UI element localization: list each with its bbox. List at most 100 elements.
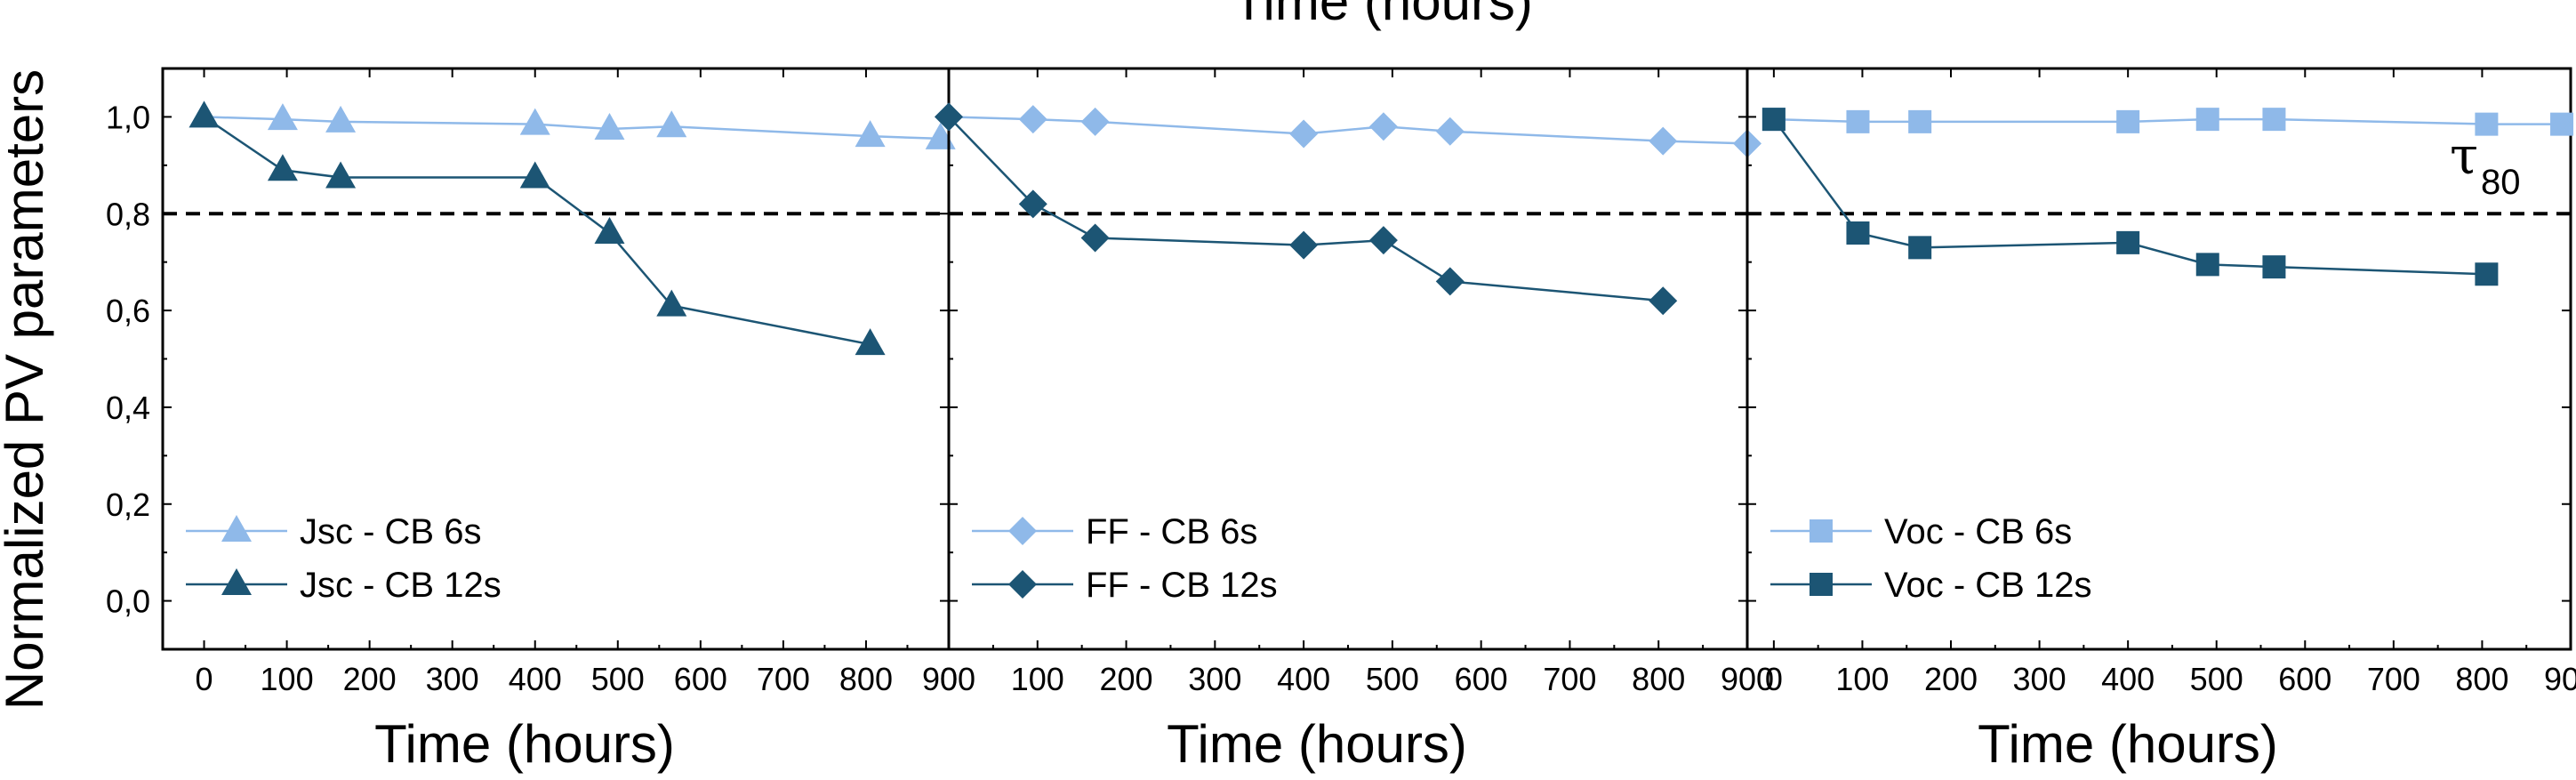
x-tick-label: 0: [196, 661, 213, 697]
panel-3: 0 100 200 300 400 500 600 700 800 900 Time (hours)…: [1745, 67, 2576, 774]
data-point: [267, 154, 298, 181]
cropped-top-title: Time (hours): [1232, 0, 1533, 31]
y-tick-label: 1,0: [106, 99, 150, 135]
data-point: [855, 328, 886, 356]
legend-swatch-marker: [1008, 570, 1037, 599]
data-point: [189, 101, 220, 128]
series-line: [1773, 117, 2563, 125]
x-tick-label: 500: [2190, 661, 2243, 697]
data-point: [2550, 112, 2574, 136]
series-line: [204, 116, 941, 141]
data-point: [2262, 108, 2286, 132]
data-point: [519, 108, 550, 135]
data-point: [1289, 119, 1319, 149]
data-point: [1649, 126, 1678, 156]
y-tick-label: 0,2: [106, 486, 150, 523]
series-line: [948, 116, 1748, 145]
x-tick-label: 300: [1188, 661, 1241, 697]
data-point: [1908, 109, 1932, 133]
x-tick-label: 500: [1366, 661, 1419, 697]
x-tick-label: 400: [509, 661, 562, 697]
data-point: [1761, 108, 1786, 132]
data-point: [1846, 109, 1870, 133]
data-point: [1080, 223, 1110, 253]
x-tick-label: 0: [1765, 661, 1783, 697]
x-tick-label: 200: [1924, 661, 1978, 697]
plot-frame: [1745, 67, 2572, 651]
y-tick-label: 0,0: [106, 583, 150, 620]
panel-1: 0 100 200 300 400 500 600 700 800 900 0,0 0,2 0,4 0,6…: [106, 67, 975, 774]
data-point: [519, 161, 550, 189]
legend-swatch-marker: [221, 515, 252, 542]
x-tick-label: 100: [1835, 661, 1889, 697]
plot-frame: [947, 67, 1749, 651]
legend-swatch-marker: [1810, 573, 1833, 596]
x-tick-label: 0: [940, 661, 958, 697]
x-tick-label: 900: [1721, 661, 1774, 697]
x-tick-label: 600: [1455, 661, 1508, 697]
data-point: [2116, 230, 2140, 254]
x-tick-label: 600: [2278, 661, 2331, 697]
data-point: [1368, 226, 1398, 255]
x-tick-label: 200: [1100, 661, 1153, 697]
tau80-label: τ: [2450, 125, 2478, 186]
x-tick-label: 300: [2013, 661, 2066, 697]
data-point: [1908, 236, 1932, 260]
x-tick-label: 800: [839, 661, 893, 697]
x-tick-label: 800: [2455, 661, 2508, 697]
series-line: [203, 116, 871, 346]
y-tick-label: 0,6: [106, 293, 150, 329]
panel-2: 0 100 200 300 400 500 600 700 800 900 Time (hours)…: [935, 67, 1774, 774]
data-point: [2475, 262, 2499, 286]
data-point: [2116, 109, 2140, 133]
data-point: [1289, 230, 1319, 260]
data-point: [855, 120, 886, 148]
legend-swatch-marker: [1810, 519, 1833, 543]
y-axis-title: Normalized PV parameters: [0, 69, 54, 710]
legend-label: Voc - CB 6s: [1884, 512, 2072, 551]
data-point: [2262, 255, 2286, 279]
x-tick-label: 700: [757, 661, 810, 697]
data-point: [1435, 117, 1465, 146]
data-point: [935, 102, 963, 132]
data-point: [2195, 253, 2219, 277]
x-axis-title: Time (hours): [374, 714, 675, 774]
y-tick-label: 0,8: [106, 196, 150, 232]
data-point: [1018, 189, 1047, 219]
tau80-subscript: 80: [2481, 163, 2521, 202]
y-tick-label: 0,4: [106, 390, 150, 426]
data-point: [656, 289, 687, 317]
data-point: [2475, 112, 2499, 136]
x-axis-title: Time (hours): [1978, 714, 2278, 774]
legend-label: FF - CB 6s: [1086, 512, 1257, 551]
x-tick-label: 700: [2367, 661, 2420, 697]
plot-frame: [161, 67, 951, 651]
x-axis-title: Time (hours): [1167, 714, 1467, 774]
x-tick-label: 100: [261, 661, 314, 697]
x-tick-label: 900: [922, 661, 975, 697]
x-tick-label: 400: [2101, 661, 2155, 697]
data-point: [1435, 267, 1465, 296]
data-point: [594, 113, 625, 141]
panels: 0 100 200 300 400 500 600 700 800 9000,00,20,40,6…: [106, 67, 2576, 774]
x-tick-label: 700: [1543, 661, 1596, 697]
legend-swatch-marker: [221, 568, 252, 595]
legend-swatch-marker: [1008, 517, 1037, 545]
x-tick-label: 800: [1632, 661, 1685, 697]
data-point: [1018, 105, 1047, 134]
x-tick-label: 200: [343, 661, 397, 697]
x-tick-label: 600: [674, 661, 727, 697]
data-point: [267, 103, 298, 131]
data-point: [325, 105, 357, 133]
data-point: [1649, 286, 1678, 316]
data-point: [656, 110, 687, 138]
legend-label: FF - CB 12s: [1086, 566, 1278, 605]
x-tick-label: 100: [1011, 661, 1064, 697]
x-tick-label: 400: [1277, 661, 1330, 697]
data-point: [594, 217, 625, 245]
x-tick-label: 900: [2544, 661, 2576, 697]
x-tick-label: 300: [426, 661, 479, 697]
legend-label: Jsc - CB 12s: [300, 566, 502, 605]
data-point: [1846, 221, 1870, 245]
